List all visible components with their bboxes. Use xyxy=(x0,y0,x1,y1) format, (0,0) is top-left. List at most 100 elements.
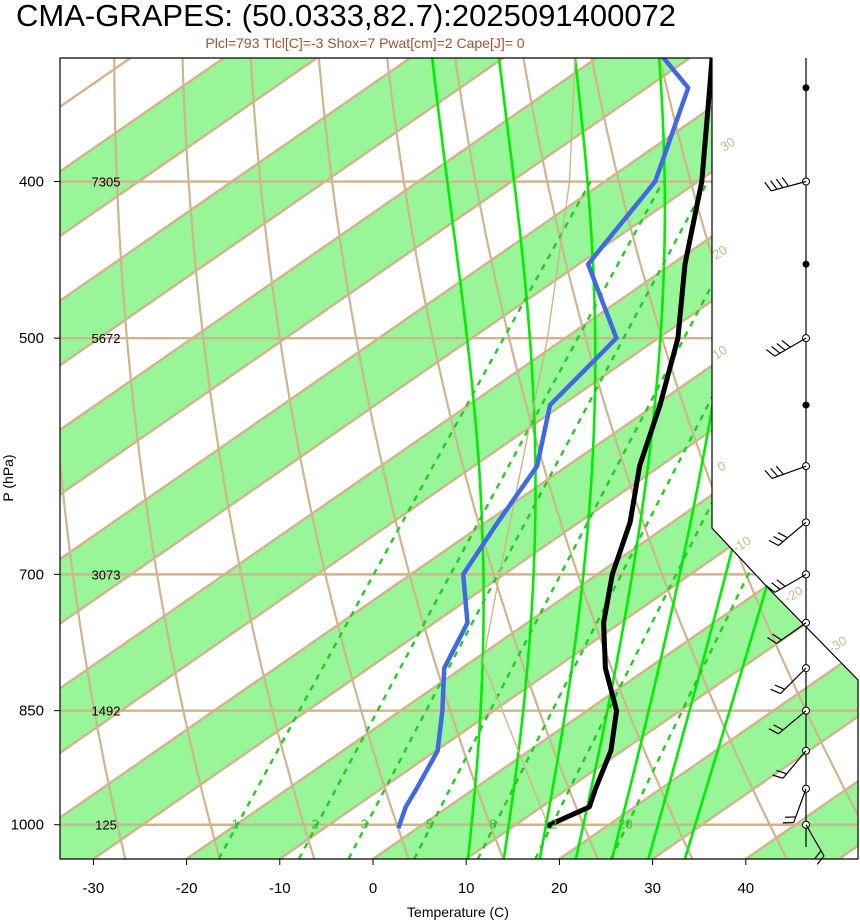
wind-feather xyxy=(767,637,777,644)
isotherm-line xyxy=(60,58,784,859)
isotherm-label: 20 xyxy=(710,242,730,262)
isotherm-line xyxy=(60,58,504,859)
dry-adiabat-line xyxy=(365,58,599,859)
temperature-tick-label: 0 xyxy=(369,880,377,897)
wind-feather xyxy=(781,177,790,187)
height-label: 1492 xyxy=(92,704,121,719)
isotherm-line xyxy=(838,58,858,859)
plot-frame xyxy=(59,57,859,860)
mixing-ratio-line xyxy=(297,180,664,859)
mixing-ratio-label: 8 xyxy=(489,817,496,832)
wind-feather xyxy=(777,532,788,539)
mixing-ratio-label: 12 xyxy=(543,817,557,832)
chart-labels: 1001628215013709200118772501046730092854… xyxy=(11,134,850,897)
wind-feather xyxy=(776,769,787,775)
parcel-path xyxy=(482,58,595,829)
mixing-ratio-label: 5 xyxy=(426,817,433,832)
chart-subtitle: Plcl=793 Tlcl[C]=-3 Shox=7 Pwat[cm]=2 Ca… xyxy=(205,35,524,51)
wind-feather xyxy=(771,582,781,590)
wind-feather xyxy=(776,579,786,587)
isotherm-label: 30 xyxy=(718,134,738,154)
pressure-tick-label: 1000 xyxy=(11,817,44,834)
height-label: 7305 xyxy=(92,175,121,190)
wind-barb xyxy=(768,518,810,547)
wind-feather xyxy=(768,728,779,735)
temperature-tick-label: -10 xyxy=(269,880,291,897)
moist-adiabat-line xyxy=(410,58,485,859)
mixing-ratio-line xyxy=(609,180,858,859)
wind-feather xyxy=(773,724,784,731)
height-label: 5672 xyxy=(92,331,121,346)
temperature-band xyxy=(373,58,858,859)
wind-feather xyxy=(775,178,784,189)
wind-feather xyxy=(816,855,825,865)
isotherm-line xyxy=(60,58,858,859)
isotherm-line xyxy=(60,58,598,859)
wind-feather xyxy=(765,585,776,593)
wind-feather xyxy=(776,343,786,351)
isotherm-line xyxy=(651,58,858,859)
wind-feather xyxy=(781,340,791,348)
wind-feather xyxy=(770,467,779,477)
wind-dot xyxy=(802,401,810,409)
wind-barb xyxy=(802,401,810,409)
temperature-tick-label: 40 xyxy=(737,880,754,897)
pressure-tick-label: 700 xyxy=(19,566,44,583)
dry-adiabat-line xyxy=(305,58,505,859)
temperature-profile xyxy=(546,58,858,829)
wind-barb xyxy=(764,462,810,480)
isotherm-label: 10 xyxy=(710,342,730,362)
plot-area xyxy=(60,58,858,859)
temperature-tick-label: -30 xyxy=(83,880,105,897)
dry-adiabat-line xyxy=(113,58,221,859)
dry-adiabat-line xyxy=(478,58,788,859)
isotherm-line xyxy=(60,58,411,859)
wind-barb xyxy=(782,784,810,824)
height-label: 125 xyxy=(95,818,117,833)
temperature-band xyxy=(60,58,504,859)
wind-barb xyxy=(768,706,810,735)
wind-feather xyxy=(764,181,772,192)
wind-feather xyxy=(774,684,786,690)
moist-adiabat-line xyxy=(472,58,537,859)
temperature-band xyxy=(60,58,858,859)
dry-adiabat-line xyxy=(243,58,410,859)
isotherm-line xyxy=(60,58,318,859)
dry-adiabat-line xyxy=(60,58,157,859)
height-label: 3073 xyxy=(92,567,121,582)
wind-barb xyxy=(767,618,810,644)
wind-feather xyxy=(813,850,822,860)
wind-dot xyxy=(802,260,810,268)
dry-adiabat-line xyxy=(532,58,858,859)
isotherm-line xyxy=(558,58,858,859)
dry-adiabat-line xyxy=(179,58,316,859)
wind-barb xyxy=(802,84,810,92)
wind-feather xyxy=(773,536,784,543)
wind-feather xyxy=(775,465,784,475)
isotherm-label: -10 xyxy=(730,533,754,556)
mixing-ratio-label: 3 xyxy=(361,817,368,832)
temperature-band xyxy=(60,58,690,859)
wind-barb xyxy=(764,177,810,192)
mixing-ratio-label: 1 xyxy=(232,817,239,832)
wind-feather xyxy=(772,774,784,779)
temperature-tick-label: 10 xyxy=(458,880,475,897)
wind-dot xyxy=(802,84,810,92)
wind-feather xyxy=(770,688,781,695)
wind-feather xyxy=(772,633,782,641)
wind-barb xyxy=(765,334,810,357)
mixing-ratio-label: 2 xyxy=(311,817,318,832)
moist-adiabat-line xyxy=(574,58,667,859)
wind-barb xyxy=(765,570,810,593)
x-axis-label: Temperature (C) xyxy=(407,904,509,920)
isotherm-label: -30 xyxy=(826,633,850,656)
wind-feather xyxy=(768,539,779,547)
pressure-tick-label: 850 xyxy=(19,703,44,720)
plot-border xyxy=(59,57,859,860)
isotherms xyxy=(60,58,858,859)
mixing-ratio-label: 20 xyxy=(618,817,632,832)
isotherm-line xyxy=(465,58,858,859)
wind-feather xyxy=(765,349,776,357)
wind-barb xyxy=(802,260,810,268)
